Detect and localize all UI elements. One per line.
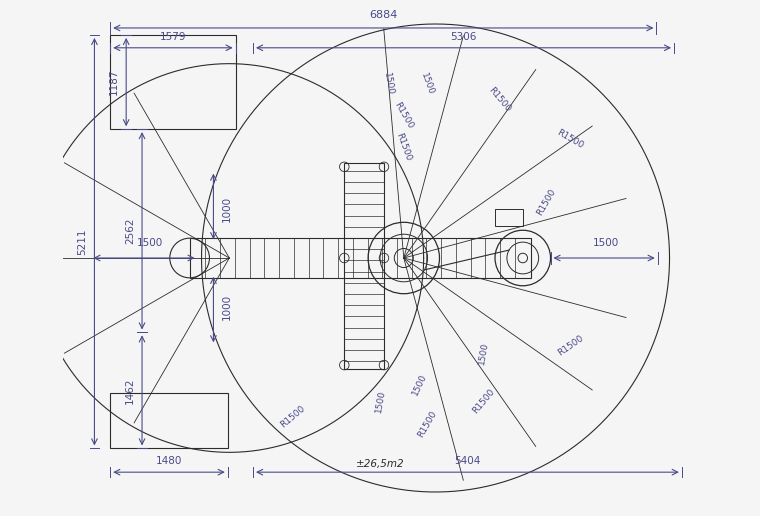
- Text: 6884: 6884: [369, 10, 397, 20]
- Text: R1500: R1500: [394, 132, 413, 162]
- Text: 5306: 5306: [451, 32, 477, 42]
- Text: 1187: 1187: [109, 69, 119, 95]
- Text: 1500: 1500: [420, 71, 435, 96]
- Text: R1500: R1500: [470, 386, 496, 415]
- Text: 5211: 5211: [78, 229, 87, 255]
- Text: 2562: 2562: [125, 218, 135, 244]
- Text: 1000: 1000: [221, 294, 231, 320]
- Text: 1462: 1462: [125, 377, 135, 404]
- Text: R1500: R1500: [486, 85, 511, 114]
- Text: 1579: 1579: [160, 32, 186, 42]
- Text: 1500: 1500: [477, 341, 489, 365]
- Text: R1500: R1500: [556, 333, 585, 357]
- Text: 1500: 1500: [137, 238, 163, 249]
- Text: R1500: R1500: [393, 100, 415, 130]
- Text: R1500: R1500: [279, 404, 307, 429]
- Text: 5404: 5404: [454, 457, 480, 466]
- Text: 1500: 1500: [374, 389, 386, 413]
- Text: 1500: 1500: [382, 71, 394, 95]
- Text: 1500: 1500: [593, 238, 619, 249]
- Text: R1500: R1500: [416, 410, 439, 440]
- Text: 1500: 1500: [410, 373, 429, 397]
- Text: 1000: 1000: [221, 196, 231, 222]
- Text: ±26,5m2: ±26,5m2: [356, 459, 404, 469]
- Text: 1480: 1480: [156, 457, 182, 466]
- Text: R1500: R1500: [535, 187, 558, 217]
- Text: R1500: R1500: [556, 128, 585, 150]
